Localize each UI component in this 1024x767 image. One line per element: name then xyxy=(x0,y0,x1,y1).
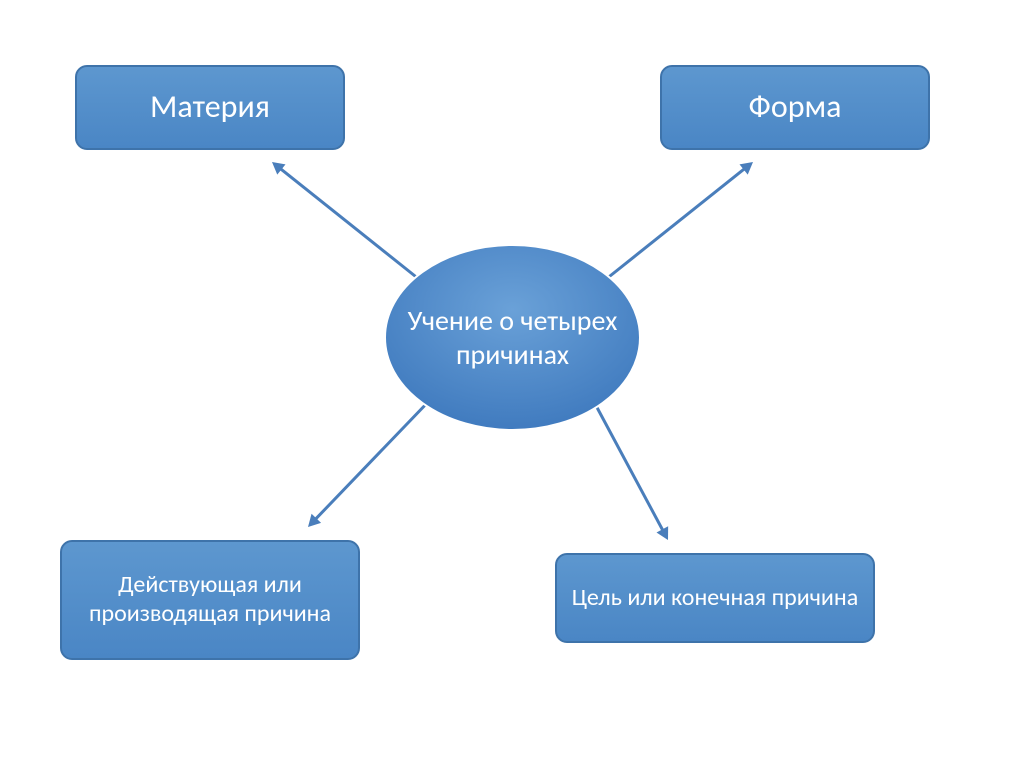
center-ellipse-label: Учение о четырех причинах xyxy=(385,245,640,430)
arrow-head-0 xyxy=(272,162,285,175)
arrow-head-1 xyxy=(740,162,753,175)
arrow-head-2 xyxy=(308,514,321,527)
box-cel: Цель или конечная причина xyxy=(555,553,875,643)
arrow-head-3 xyxy=(657,526,669,540)
box-forma: Форма xyxy=(660,65,930,150)
box-materia: Материя xyxy=(75,65,345,150)
box-deistv: Действующая или производящая причина xyxy=(60,540,360,660)
